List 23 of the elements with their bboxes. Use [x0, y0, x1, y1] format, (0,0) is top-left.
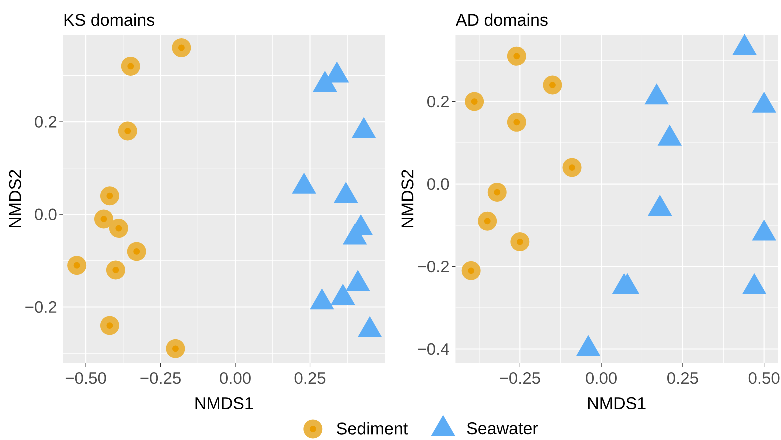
chart-title: KS domains	[64, 14, 155, 26]
y-tick-label: −0.2	[26, 301, 57, 314]
legend-label: Seawater	[467, 422, 538, 435]
x-tick-label: −0.50	[66, 372, 106, 384]
x-tick-label: −0.25	[500, 372, 540, 384]
y-tick-label: −0.2	[418, 260, 449, 273]
x-axis-title: NMDS1	[196, 397, 254, 410]
chart-title: AD domains	[456, 14, 548, 26]
y-tick-label: 0.2	[35, 116, 57, 128]
x-axis-title: NMDS1	[588, 397, 646, 410]
x-tick-label: 0.25	[294, 372, 326, 384]
y-tick-label: 0.0	[428, 178, 450, 190]
x-tick-label: 0.25	[668, 372, 698, 384]
x-tick-label: −0.25	[140, 372, 181, 384]
y-axis-title: NMDS2	[9, 170, 22, 228]
y-axis-title: NMDS2	[402, 170, 414, 228]
x-tick-label: 0.00	[586, 372, 617, 384]
x-tick-label: 0.50	[748, 372, 780, 384]
y-tick-label: 0.2	[428, 96, 449, 108]
x-tick-label: 0.00	[220, 372, 251, 384]
y-tick-label: 0.0	[35, 208, 57, 220]
legend-label: Sediment	[337, 422, 408, 435]
y-tick-label: −0.4	[418, 343, 450, 356]
